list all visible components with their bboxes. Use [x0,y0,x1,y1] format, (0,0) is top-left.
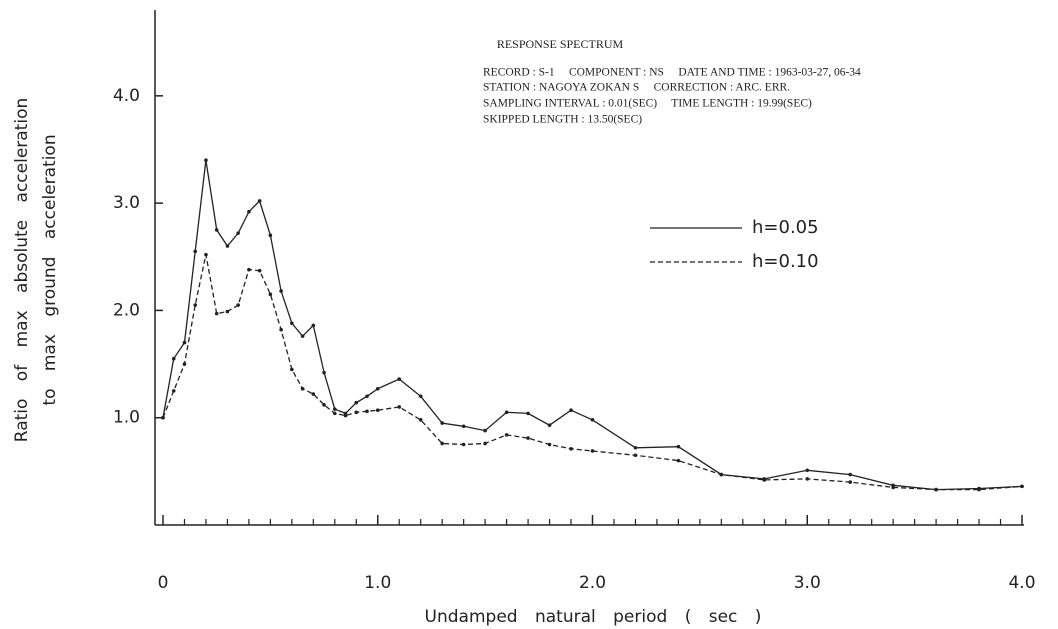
data-point [343,413,348,418]
data-point [483,428,487,433]
y-tick-label: 4.0 [113,86,140,106]
data-point [805,468,810,473]
data-point [397,405,402,409]
data-point [440,441,444,446]
data-point [504,433,509,437]
data-point [182,362,187,366]
data-point [977,487,981,492]
series-line [162,254,1023,491]
y-axis-label: to max ground acceleration [40,134,60,405]
data-point [279,327,283,332]
data-point [365,409,369,414]
data-point [590,418,595,422]
data-point [193,249,198,254]
data-point [590,449,595,453]
data-point [279,289,283,293]
data-point [633,445,638,450]
x-axis-label: Undamped natural period ( sec ) [425,607,762,627]
data-point [418,394,423,399]
data-point [236,231,240,235]
chart-title: RESPONSE SPECTRUM [497,37,624,51]
data-point [171,356,176,361]
data-point [526,436,530,440]
data-point [225,244,230,248]
data-point [891,485,895,490]
data-point [225,309,230,314]
data-point [214,228,219,232]
data-point [268,292,273,297]
data-point [161,415,165,420]
data-point [719,472,724,477]
data-point [547,423,552,428]
data-point [504,410,509,415]
annotation: STATION : NAGOYA ZOKAN S CORRECTION : AR… [483,82,790,94]
data-point [300,334,305,338]
data-point [257,268,262,273]
data-point [171,389,176,393]
data-point [247,209,251,214]
data-point [676,444,681,449]
y-tick-label: 3.0 [113,193,140,213]
data-point [257,199,262,203]
data-point [300,386,305,391]
annotation: RECORD : S-1 COMPONENT : NS DATE AND TIM… [483,67,861,79]
data-point [247,267,251,272]
data-point [397,377,402,381]
data-point [848,480,852,484]
data-point [569,408,573,412]
y-tick-label: 2.0 [113,300,140,320]
data-point [322,370,326,375]
y-tick-label: 1.0 [113,408,140,428]
data-point [333,407,337,411]
data-point [311,323,316,328]
data-point [418,418,423,422]
data-point [290,321,294,326]
annotation: SKIPPED LENGTH : 13.50(SEC) [483,114,642,126]
data-point [365,394,369,399]
data-point [322,403,326,407]
data-point [311,392,316,396]
data-point [290,367,294,372]
data-point [762,478,767,482]
data-point [354,400,359,405]
data-point [236,303,240,307]
data-point [268,233,273,238]
data-point [204,158,208,163]
data-point [214,311,219,316]
x-tick-label: 2.0 [579,573,606,593]
data-point [633,453,638,458]
x-tick-label: 3.0 [794,573,821,593]
data-point [204,252,208,257]
annotation: SAMPLING INTERVAL : 0.01(SEC) TIME LENGT… [483,98,812,110]
x-tick-label: 0 [158,573,169,593]
data-point [848,472,852,477]
x-tick-label: 4.0 [1008,573,1035,593]
data-point [483,441,487,446]
x-tick-label: 1.0 [364,573,391,593]
data-point [1020,484,1024,489]
data-point [333,411,337,416]
data-point [547,442,552,447]
data-point [461,442,466,447]
data-point [354,410,359,415]
data-point [193,303,198,307]
legend-label: h=0.05 [752,217,819,238]
data-point [676,458,681,463]
data-point [182,340,187,345]
data-point [569,447,573,451]
y-axis-label: Ratio of max absolute acceleration [12,98,32,443]
data-point [375,408,380,412]
data-point [461,424,466,429]
data-point [440,421,444,425]
data-point [805,477,810,481]
data-point [934,487,938,492]
data-point [526,411,530,416]
legend-label: h=0.10 [752,251,819,272]
data-point [375,386,380,391]
